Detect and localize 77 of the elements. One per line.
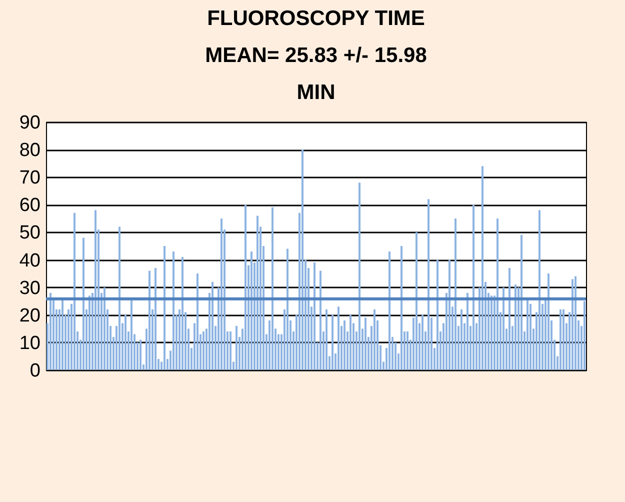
- y-tick-label: 50: [19, 222, 40, 244]
- bar: [364, 318, 367, 370]
- bar: [229, 331, 232, 370]
- bar: [358, 182, 361, 370]
- bar: [61, 298, 64, 370]
- bar: [154, 268, 157, 370]
- bar: [520, 234, 523, 370]
- bar: [130, 298, 133, 370]
- bar: [547, 274, 550, 370]
- bar: [400, 246, 403, 370]
- bar: [103, 287, 106, 370]
- bar: [526, 298, 529, 370]
- bar: [271, 207, 274, 370]
- bar: [139, 340, 142, 370]
- bar: [559, 309, 562, 370]
- bar: [250, 252, 253, 370]
- y-tick-label: 10: [19, 332, 40, 354]
- bar: [94, 210, 97, 370]
- y-tick-label: 40: [19, 250, 40, 272]
- bar: [538, 210, 541, 370]
- bar: [508, 268, 511, 370]
- bar: [343, 320, 346, 370]
- bar: [325, 309, 328, 370]
- y-tick-label: 60: [19, 195, 40, 216]
- bar: [148, 270, 151, 370]
- y-tick-label: 0: [30, 360, 40, 382]
- y-tick-label: 20: [19, 305, 40, 326]
- bar: [181, 257, 184, 370]
- bar: [301, 150, 304, 370]
- bar: [454, 218, 457, 370]
- bar: [427, 199, 430, 370]
- bar: [496, 218, 499, 370]
- bar: [124, 314, 127, 370]
- bar: [574, 276, 577, 370]
- bar: [472, 204, 475, 370]
- bar: [490, 296, 493, 370]
- bar: [211, 282, 214, 370]
- bar: [49, 292, 52, 370]
- bar: [406, 331, 409, 370]
- bar: [118, 226, 121, 370]
- bar: [514, 284, 517, 370]
- y-tick-label: 90: [19, 112, 40, 134]
- bar: [436, 260, 439, 370]
- bar: [82, 238, 85, 370]
- bar: [163, 246, 166, 370]
- bar: [529, 304, 532, 370]
- bar: [571, 279, 574, 370]
- chart-title: FLUOROSCOPY TIME MEAN= 25.83 +/- 15.98 MIN: [205, 7, 428, 104]
- bar: [313, 262, 316, 370]
- bar: [73, 212, 76, 370]
- bar: [562, 309, 565, 370]
- bar: [502, 287, 505, 370]
- bar: [202, 331, 205, 370]
- bar: [460, 309, 463, 370]
- bar: [583, 301, 586, 370]
- bar: [481, 166, 484, 370]
- bar: [349, 314, 352, 370]
- y-tick-label: 30: [19, 278, 40, 299]
- bar: [331, 314, 334, 370]
- bar: [244, 204, 247, 370]
- bar: [388, 252, 391, 370]
- y-tick-label: 70: [19, 168, 40, 189]
- bar: [421, 314, 424, 370]
- bar: [319, 270, 322, 370]
- bar: [220, 218, 223, 370]
- bar: [373, 309, 376, 370]
- bar: [415, 232, 418, 370]
- bar: [172, 252, 175, 370]
- bar: [337, 306, 340, 370]
- bar: [466, 292, 469, 370]
- bar: [448, 260, 451, 370]
- y-tick-label: 80: [19, 140, 40, 162]
- bar: [196, 274, 199, 370]
- bar: [235, 326, 238, 370]
- bar: [286, 248, 289, 370]
- bar: [256, 216, 259, 370]
- bar: [88, 296, 91, 370]
